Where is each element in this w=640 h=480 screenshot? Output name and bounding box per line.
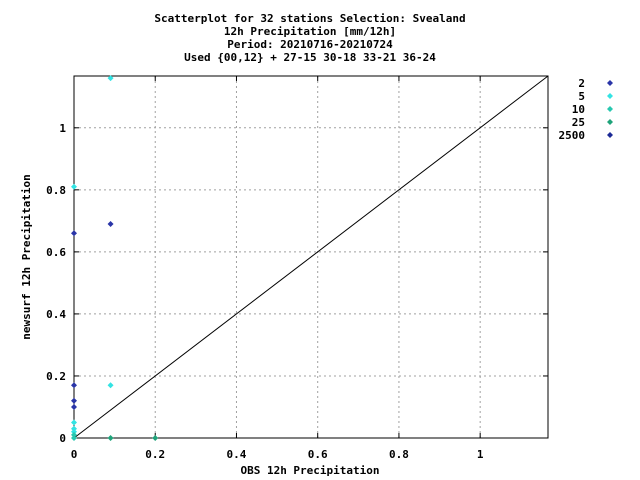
title-line-1: Scatterplot for 32 stations Selection: S…	[154, 12, 465, 25]
x-tick-label: 0.8	[389, 448, 409, 461]
x-tick-label: 0.2	[145, 448, 165, 461]
title-line-2: 12h Precipitation [mm/12h]	[224, 25, 396, 38]
x-tick-label: 0	[71, 448, 78, 461]
grid-lines	[74, 76, 548, 438]
legend-label: 10	[572, 103, 585, 116]
data-point	[71, 403, 77, 410]
legend-marker	[607, 119, 613, 125]
data-point	[71, 435, 77, 441]
chart-title: Scatterplot for 32 stations Selection: S…	[154, 12, 465, 64]
title-line-4: Used {00,12} + 27-15 30-18 33-21 36-24	[184, 51, 436, 64]
legend-marker	[607, 93, 613, 99]
data-point	[107, 220, 114, 227]
x-tick-label: 0.4	[227, 448, 247, 461]
x-tick-label: 0.6	[308, 448, 328, 461]
y-tick-label: 1	[59, 122, 66, 135]
x-axis-ticks: 0 0.2 0.4 0.6 0.8 1	[71, 76, 484, 461]
y-tick-label: 0.8	[46, 184, 66, 197]
data-point	[71, 183, 77, 190]
plot-frame	[73, 75, 549, 439]
legend-label: 2	[578, 77, 585, 90]
legend-marker	[607, 80, 613, 86]
data-point	[71, 431, 77, 438]
data-point	[71, 230, 77, 237]
data-point	[152, 435, 159, 441]
y-tick-label: 0.2	[46, 370, 66, 383]
legend-label: 5	[578, 90, 585, 103]
x-tick-label: 1	[477, 448, 484, 461]
x-axis-label: OBS 12h Precipitation	[240, 464, 379, 477]
data-point	[71, 382, 77, 389]
data-point	[71, 428, 77, 435]
data-point	[71, 425, 77, 432]
y-tick-label: 0	[59, 432, 66, 445]
legend-label: 2500	[559, 129, 586, 142]
data-point	[107, 435, 114, 441]
y-axis-label: newsurf 12h Precipitation	[20, 174, 33, 340]
data-point	[107, 382, 114, 389]
legend-marker	[607, 132, 613, 138]
data-point	[107, 75, 114, 82]
y-tick-label: 0.6	[46, 246, 66, 259]
data-point	[71, 397, 77, 404]
reference-line-y-equals-x	[73, 75, 549, 439]
data-point	[71, 419, 77, 426]
legend-label: 25	[572, 116, 585, 129]
y-axis-ticks: 0 0.2 0.4 0.6 0.8 1	[46, 122, 548, 445]
data-points	[71, 75, 159, 441]
title-line-3: Period: 20210716-20210724	[227, 38, 393, 51]
y-tick-label: 0.4	[46, 308, 66, 321]
legend-marker	[607, 106, 613, 112]
